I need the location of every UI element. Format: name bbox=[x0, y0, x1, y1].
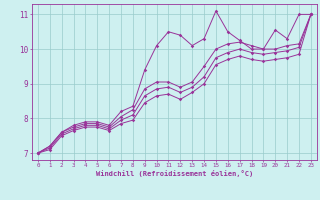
X-axis label: Windchill (Refroidissement éolien,°C): Windchill (Refroidissement éolien,°C) bbox=[96, 170, 253, 177]
